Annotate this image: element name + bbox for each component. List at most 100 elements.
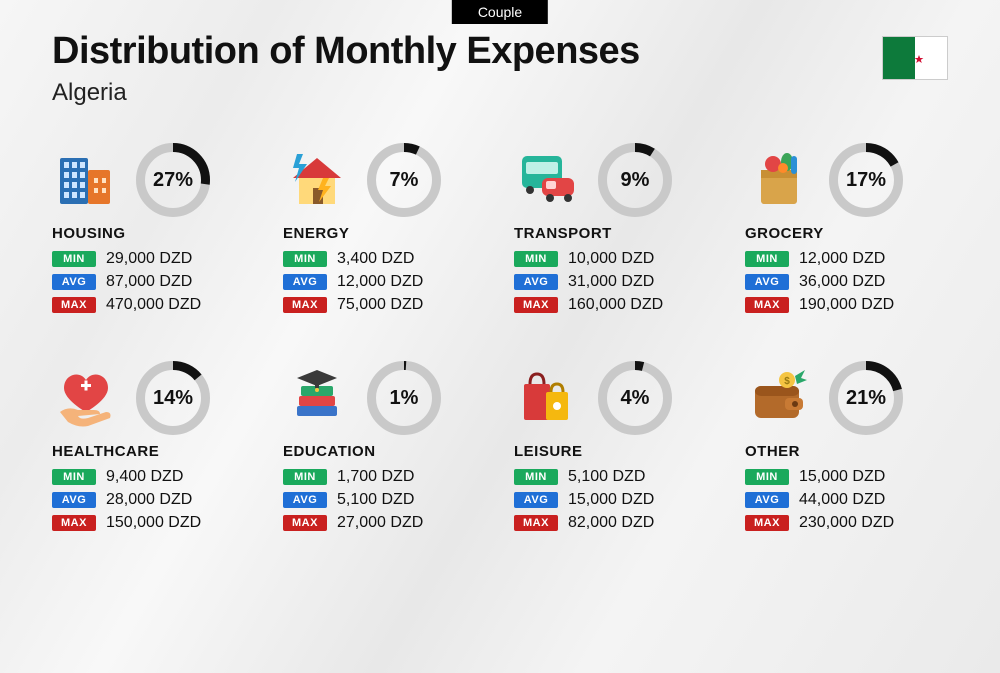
stats-block: MIN 1,700 DZD AVG 5,100 DZD MAX 27,000 D… bbox=[283, 468, 486, 532]
percent-gauge: 7% bbox=[367, 143, 441, 217]
category-name: HOUSING bbox=[52, 225, 255, 242]
category-card: 9% TRANSPORT MIN 10,000 DZD AVG 31,000 D… bbox=[514, 145, 717, 319]
avg-badge: AVG bbox=[52, 274, 96, 290]
max-badge: MAX bbox=[52, 515, 96, 531]
category-card: 14% HEALTHCARE MIN 9,400 DZD AVG 28,000 … bbox=[52, 363, 255, 537]
avg-badge: AVG bbox=[745, 274, 789, 290]
percent-value: 21% bbox=[829, 361, 903, 435]
avg-value: 44,000 DZD bbox=[799, 491, 885, 509]
max-badge: MAX bbox=[745, 297, 789, 313]
max-value: 230,000 DZD bbox=[799, 514, 894, 532]
percent-value: 9% bbox=[598, 143, 672, 217]
avg-value: 36,000 DZD bbox=[799, 273, 885, 291]
max-badge: MAX bbox=[514, 297, 558, 313]
avg-badge: AVG bbox=[52, 492, 96, 508]
category-name: EDUCATION bbox=[283, 443, 486, 460]
min-value: 1,700 DZD bbox=[337, 468, 414, 486]
max-value: 470,000 DZD bbox=[106, 296, 201, 314]
category-name: ENERGY bbox=[283, 225, 486, 242]
min-value: 10,000 DZD bbox=[568, 250, 654, 268]
min-badge: MIN bbox=[283, 251, 327, 267]
avg-badge: AVG bbox=[283, 492, 327, 508]
avg-badge: AVG bbox=[514, 492, 558, 508]
category-card: 4% LEISURE MIN 5,100 DZD AVG 15,000 DZD … bbox=[514, 363, 717, 537]
svg-text:$: $ bbox=[784, 376, 790, 387]
min-value: 12,000 DZD bbox=[799, 250, 885, 268]
max-value: 190,000 DZD bbox=[799, 296, 894, 314]
min-badge: MIN bbox=[283, 469, 327, 485]
max-badge: MAX bbox=[52, 297, 96, 313]
percent-value: 14% bbox=[136, 361, 210, 435]
percent-gauge: 27% bbox=[136, 143, 210, 217]
avg-value: 15,000 DZD bbox=[568, 491, 654, 509]
category-card: $ 21% OTHER MIN 15,000 DZD AVG 44,000 DZ… bbox=[745, 363, 948, 537]
max-value: 82,000 DZD bbox=[568, 514, 654, 532]
min-badge: MIN bbox=[514, 251, 558, 267]
max-value: 150,000 DZD bbox=[106, 514, 201, 532]
min-badge: MIN bbox=[52, 469, 96, 485]
stats-block: MIN 9,400 DZD AVG 28,000 DZD MAX 150,000… bbox=[52, 468, 255, 532]
min-badge: MIN bbox=[52, 251, 96, 267]
min-badge: MIN bbox=[514, 469, 558, 485]
min-value: 9,400 DZD bbox=[106, 468, 183, 486]
max-value: 75,000 DZD bbox=[337, 296, 423, 314]
category-card: 1% EDUCATION MIN 1,700 DZD AVG 5,100 DZD… bbox=[283, 363, 486, 537]
header: Distribution of Monthly Expenses Algeria bbox=[52, 0, 948, 107]
category-card: 17% GROCERY MIN 12,000 DZD AVG 36,000 DZ… bbox=[745, 145, 948, 319]
max-badge: MAX bbox=[283, 297, 327, 313]
min-value: 3,400 DZD bbox=[337, 250, 414, 268]
avg-badge: AVG bbox=[514, 274, 558, 290]
stats-block: MIN 15,000 DZD AVG 44,000 DZD MAX 230,00… bbox=[745, 468, 948, 532]
category-name: LEISURE bbox=[514, 443, 717, 460]
max-value: 160,000 DZD bbox=[568, 296, 663, 314]
category-name: OTHER bbox=[745, 443, 948, 460]
country-flag bbox=[882, 36, 948, 80]
percent-gauge: 1% bbox=[367, 361, 441, 435]
category-card: 27% HOUSING MIN 29,000 DZD AVG 87,000 DZ… bbox=[52, 145, 255, 319]
buildings-icon bbox=[52, 146, 120, 214]
categories-grid: 27% HOUSING MIN 29,000 DZD AVG 87,000 DZ… bbox=[52, 145, 948, 537]
stats-block: MIN 5,100 DZD AVG 15,000 DZD MAX 82,000 … bbox=[514, 468, 717, 532]
category-name: TRANSPORT bbox=[514, 225, 717, 242]
category-name: HEALTHCARE bbox=[52, 443, 255, 460]
percent-gauge: 4% bbox=[598, 361, 672, 435]
percent-value: 17% bbox=[829, 143, 903, 217]
stats-block: MIN 3,400 DZD AVG 12,000 DZD MAX 75,000 … bbox=[283, 250, 486, 314]
stats-block: MIN 10,000 DZD AVG 31,000 DZD MAX 160,00… bbox=[514, 250, 717, 314]
min-value: 29,000 DZD bbox=[106, 250, 192, 268]
percent-value: 27% bbox=[136, 143, 210, 217]
avg-value: 5,100 DZD bbox=[337, 491, 414, 509]
category-name: GROCERY bbox=[745, 225, 948, 242]
avg-badge: AVG bbox=[745, 492, 789, 508]
percent-gauge: 21% bbox=[829, 361, 903, 435]
avg-value: 12,000 DZD bbox=[337, 273, 423, 291]
percent-gauge: 14% bbox=[136, 361, 210, 435]
avg-value: 87,000 DZD bbox=[106, 273, 192, 291]
category-card: 7% ENERGY MIN 3,400 DZD AVG 12,000 DZD M… bbox=[283, 145, 486, 319]
bus-car-icon bbox=[514, 146, 582, 214]
avg-value: 28,000 DZD bbox=[106, 491, 192, 509]
min-badge: MIN bbox=[745, 251, 789, 267]
max-badge: MAX bbox=[514, 515, 558, 531]
grad-books-icon bbox=[283, 364, 351, 432]
max-badge: MAX bbox=[283, 515, 327, 531]
percent-gauge: 9% bbox=[598, 143, 672, 217]
max-value: 27,000 DZD bbox=[337, 514, 423, 532]
page-title: Distribution of Monthly Expenses bbox=[52, 30, 948, 73]
percent-value: 4% bbox=[598, 361, 672, 435]
avg-value: 31,000 DZD bbox=[568, 273, 654, 291]
house-bolt-icon bbox=[283, 146, 351, 214]
max-badge: MAX bbox=[745, 515, 789, 531]
min-value: 15,000 DZD bbox=[799, 468, 885, 486]
grocery-bag-icon bbox=[745, 146, 813, 214]
stats-block: MIN 12,000 DZD AVG 36,000 DZD MAX 190,00… bbox=[745, 250, 948, 314]
heart-hand-icon bbox=[52, 364, 120, 432]
avg-badge: AVG bbox=[283, 274, 327, 290]
percent-gauge: 17% bbox=[829, 143, 903, 217]
min-badge: MIN bbox=[745, 469, 789, 485]
country-name: Algeria bbox=[52, 79, 948, 107]
stats-block: MIN 29,000 DZD AVG 87,000 DZD MAX 470,00… bbox=[52, 250, 255, 314]
shopping-bags-icon bbox=[514, 364, 582, 432]
min-value: 5,100 DZD bbox=[568, 468, 645, 486]
wallet-icon: $ bbox=[745, 364, 813, 432]
